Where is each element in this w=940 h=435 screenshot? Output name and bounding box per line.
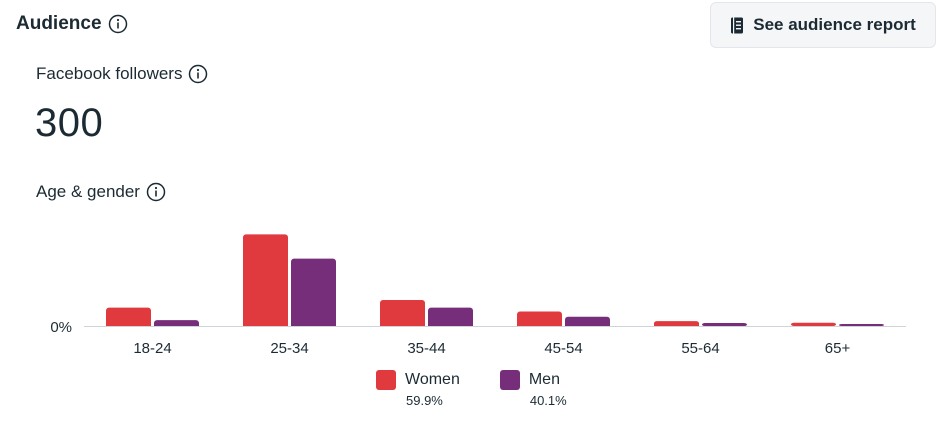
- x-tick-label-35-44: 35-44: [407, 340, 445, 357]
- age-gender-label: Age & gender: [36, 182, 140, 201]
- x-tick-label-25-34: 25-34: [270, 340, 308, 357]
- audience-title: Audience: [16, 13, 102, 34]
- bar-base-men-18-24: [154, 323, 199, 326]
- legend-item-men[interactable]: Men 40.1%: [499, 370, 567, 408]
- bar-women-65+: [791, 322, 836, 326]
- report-button-label: See audience report: [753, 15, 916, 34]
- women-swatch: [376, 370, 396, 390]
- bar-base-women-45-54: [517, 323, 562, 326]
- info-icon[interactable]: [108, 14, 128, 34]
- bar-men-65+: [839, 324, 884, 326]
- men-swatch: [499, 370, 520, 390]
- bar-women-25-34: [243, 234, 288, 326]
- bar-base-men-35-44: [428, 323, 473, 326]
- x-tick-label-45-54: 45-54: [544, 340, 582, 357]
- legend-men-label: Men: [528, 371, 560, 388]
- bar-base-men-25-34: [291, 323, 336, 326]
- followers-count: 300: [35, 101, 104, 145]
- see-audience-report-button[interactable]: See audience report: [710, 2, 936, 48]
- bar-base-men-45-54: [565, 323, 610, 326]
- bar-base-women-25-34: [243, 323, 288, 326]
- legend-item-women[interactable]: Women 59.9%: [376, 370, 460, 408]
- bar-men-25-34: [291, 258, 336, 326]
- bar-men-35-44: [428, 307, 473, 326]
- audience-section-title: Audience: [16, 13, 128, 35]
- legend-women-percent: 59.9%: [406, 393, 443, 408]
- bar-base-women-35-44: [380, 323, 425, 326]
- legend-men-percent: 40.1%: [529, 393, 567, 408]
- y-tick-label: 0%: [50, 319, 72, 336]
- info-icon[interactable]: [188, 64, 208, 84]
- x-tick-label-18-24: 18-24: [133, 340, 171, 357]
- age-gender-label-row: Age & gender: [36, 182, 166, 202]
- bar-base-women-55-64: [654, 323, 699, 326]
- x-tick-label-65+: 65+: [825, 340, 851, 357]
- bar-women-35-44: [380, 300, 425, 326]
- bar-men-55-64: [702, 323, 747, 326]
- bar-base-women-18-24: [106, 323, 151, 326]
- bar-women-45-54: [517, 311, 562, 326]
- bar-women-18-24: [106, 307, 151, 326]
- chart-legend: Women 59.9% Men 40.1%: [376, 370, 567, 408]
- x-tick-label-55-64: 55-64: [681, 340, 719, 357]
- followers-label: Facebook followers: [36, 64, 183, 83]
- info-icon[interactable]: [146, 182, 166, 202]
- legend-women-label: Women: [405, 371, 460, 388]
- report-book-icon: [731, 17, 744, 33]
- followers-label-row: Facebook followers: [36, 64, 208, 84]
